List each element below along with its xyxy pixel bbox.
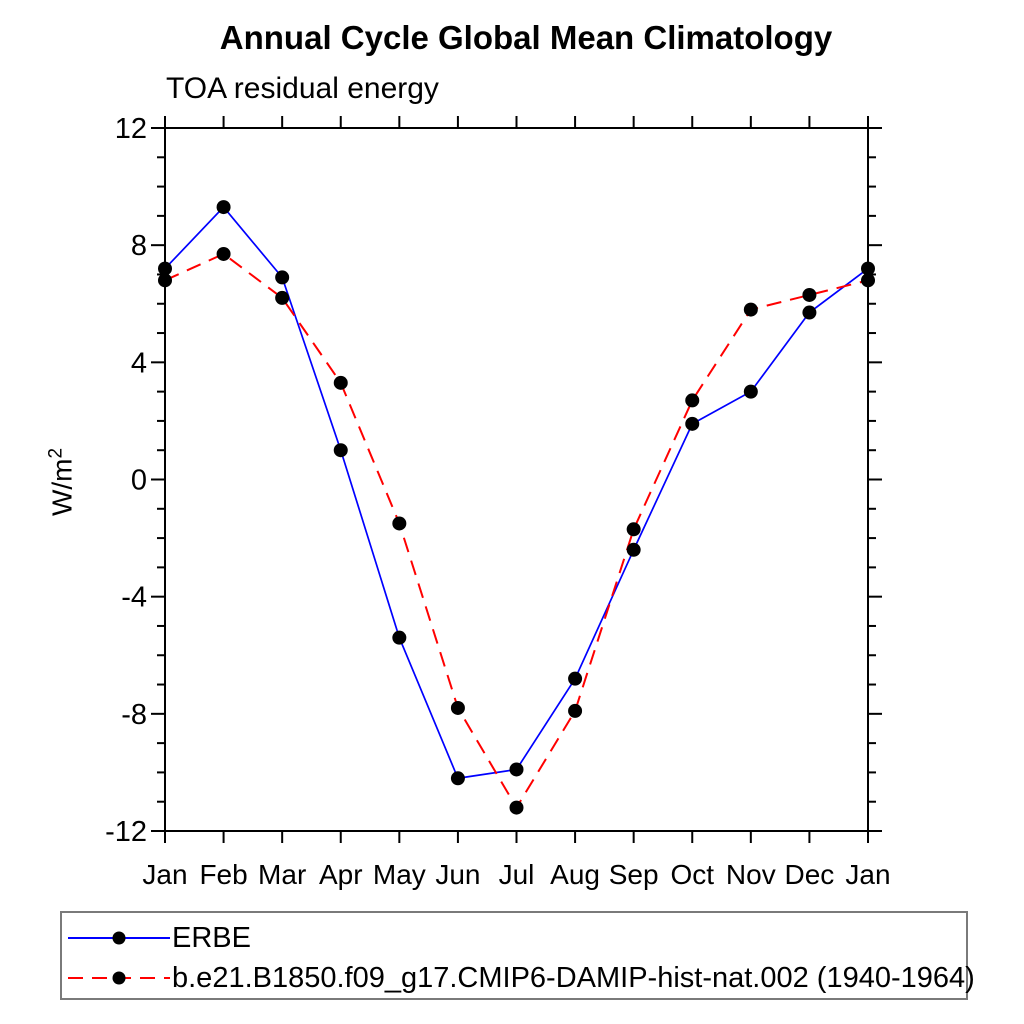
x-tick-label: Jan — [142, 859, 187, 890]
series-0-line — [164, 205, 869, 780]
series-1-marker — [626, 522, 641, 537]
series-1-marker — [568, 703, 583, 718]
series-1-line — [164, 252, 869, 810]
y-tick-label: -8 — [121, 699, 147, 731]
legend: ERBE b.e21.B1850.f09_g17.CMIP6-DAMIP-his… — [60, 911, 975, 1000]
chart-title: Annual Cycle Global Mean Climatology — [219, 19, 833, 56]
series-0-marker — [568, 671, 583, 686]
series-0-marker — [158, 261, 172, 276]
series-0-marker — [509, 762, 524, 777]
y-tick-label: 8 — [131, 230, 147, 262]
x-tick-label: Dec — [785, 859, 835, 890]
x-tick-label: Apr — [319, 859, 363, 890]
series-1-marker — [685, 393, 700, 408]
x-tick-label: Jul — [499, 859, 535, 890]
legend-entry-model: b.e21.B1850.f09_g17.CMIP6-DAMIP-hist-nat… — [62, 961, 975, 994]
x-tick-label: Feb — [199, 859, 247, 890]
y-tick-label: 12 — [115, 113, 147, 145]
legend-label-erbe: ERBE — [172, 921, 251, 954]
series-0-marker — [743, 384, 758, 399]
series-1-marker — [450, 700, 465, 715]
series-0-marker — [802, 305, 817, 320]
y-tick-label: -12 — [105, 816, 147, 848]
series-1-marker — [743, 302, 758, 317]
series-0-marker — [861, 261, 875, 276]
x-tick-label: Aug — [550, 859, 600, 890]
series-1-marker — [275, 290, 290, 305]
series-0-marker — [216, 200, 231, 215]
series-0-marker — [275, 270, 290, 285]
model-dashed-line-sample-icon — [68, 971, 170, 985]
series-1-marker — [861, 273, 875, 288]
series-0-marker — [685, 416, 700, 431]
legend-entry-erbe: ERBE — [62, 921, 251, 954]
series-1-marker — [392, 516, 407, 531]
legend-label-model: b.e21.B1850.f09_g17.CMIP6-DAMIP-hist-nat… — [172, 961, 975, 994]
y-tick-label: 4 — [131, 347, 147, 379]
series-1-marker — [158, 273, 172, 288]
plot-frame — [164, 127, 869, 832]
x-tick-label: Sep — [609, 859, 659, 890]
y-tick-label: -4 — [121, 582, 147, 614]
series-1-marker — [802, 287, 817, 302]
series-1-marker — [216, 246, 231, 261]
x-tick-label: Mar — [258, 859, 306, 890]
x-tick-label: Jan — [845, 859, 890, 890]
series-0-marker — [450, 771, 465, 786]
y-tick-label: 0 — [131, 465, 147, 497]
series-1-marker — [509, 800, 524, 815]
x-tick-label: Nov — [726, 859, 776, 890]
x-tick-label: May — [373, 859, 426, 890]
chart-subtitle: TOA residual energy — [166, 72, 439, 105]
series-1-marker — [333, 375, 348, 390]
series-0-marker — [626, 542, 641, 557]
x-tick-label: Jun — [435, 859, 480, 890]
series-0-marker — [333, 443, 348, 458]
x-tick-label: Oct — [670, 859, 714, 890]
erbe-line-sample-icon — [68, 931, 170, 945]
series-0-marker — [392, 630, 407, 645]
